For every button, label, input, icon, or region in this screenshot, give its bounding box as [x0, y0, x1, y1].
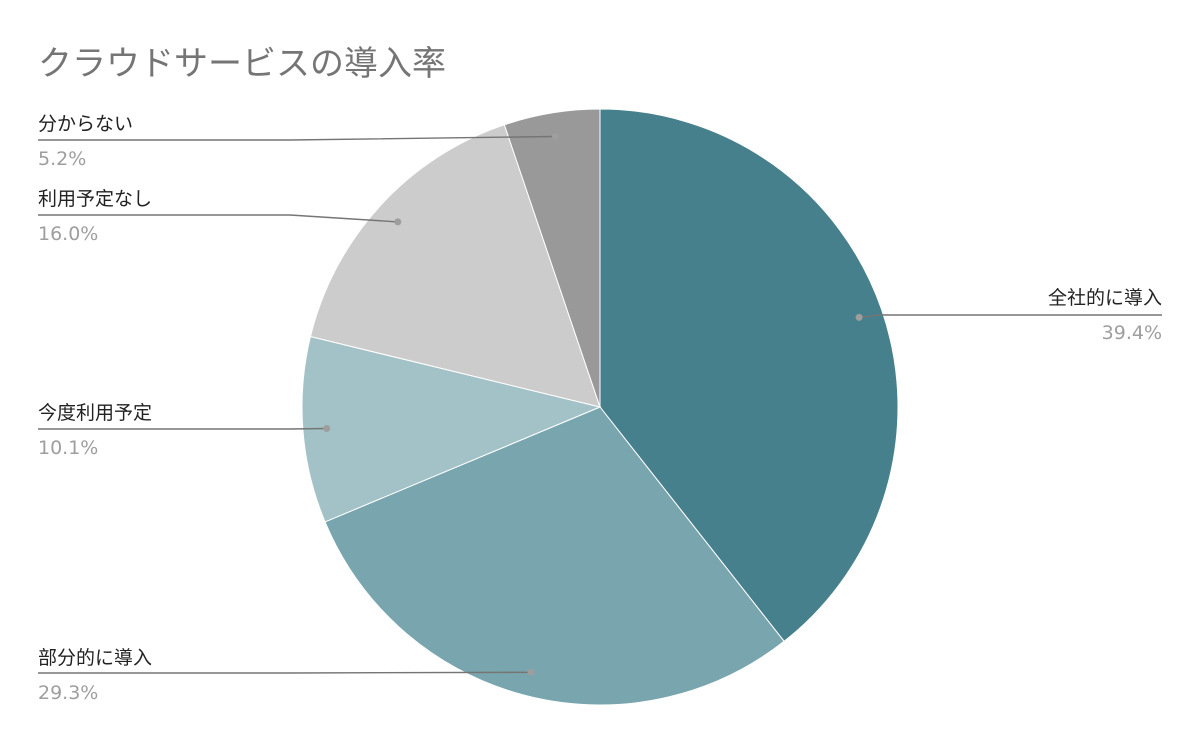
pie-labels: 全社的に導入 39.4% 部分的に導入 29.3% 今度利用予定 10.1% 利用予定なし 1… [38, 113, 1162, 704]
leader-line-1 [859, 314, 1162, 319]
slice-label-1: 全社的に導入 [1048, 287, 1162, 309]
slice-label-5: 分からない [38, 113, 133, 135]
leader-dot-2 [527, 668, 535, 676]
slice-value-5: 5.2% [38, 148, 86, 170]
leader-dot-1 [855, 313, 863, 321]
leader-dot-3 [323, 425, 331, 432]
slice-label-2: 部分的に導入 [38, 647, 152, 669]
pie-slices [301, 108, 899, 706]
slice-value-1: 39.4% [1102, 322, 1162, 344]
slice-3 [301, 335, 602, 523]
slice-5 [503, 108, 601, 408]
leader-line-2 [38, 671, 532, 674]
leader-dot-5 [551, 133, 559, 140]
slice-value-4: 16.0% [38, 223, 98, 245]
slice-value-3: 10.1% [38, 437, 98, 459]
leader-line-4 [38, 214, 398, 223]
slice-label-3: 今度利用予定 [38, 402, 152, 424]
leader-line-5 [38, 135, 556, 141]
chart-title: クラウドサービスの導入率 [38, 44, 446, 84]
leader-dot-4 [394, 218, 402, 226]
slice-4 [309, 124, 601, 408]
slice-label-4: 利用予定なし [38, 188, 152, 210]
slice-value-2: 29.3% [38, 682, 98, 704]
slice-2 [324, 406, 785, 706]
slice-1 [599, 108, 899, 643]
pie-leaders [38, 133, 1162, 676]
leader-line-3 [38, 427, 327, 430]
